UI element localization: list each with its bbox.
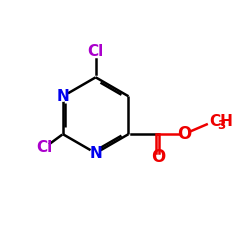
- Text: Cl: Cl: [36, 140, 53, 155]
- Text: N: N: [89, 146, 102, 160]
- Text: O: O: [178, 125, 192, 143]
- Text: O: O: [151, 148, 165, 166]
- Text: CH: CH: [209, 114, 233, 130]
- Ellipse shape: [58, 92, 68, 101]
- Text: N: N: [56, 89, 69, 104]
- Ellipse shape: [90, 148, 101, 158]
- Text: 3: 3: [217, 119, 225, 132]
- Text: Cl: Cl: [88, 44, 104, 59]
